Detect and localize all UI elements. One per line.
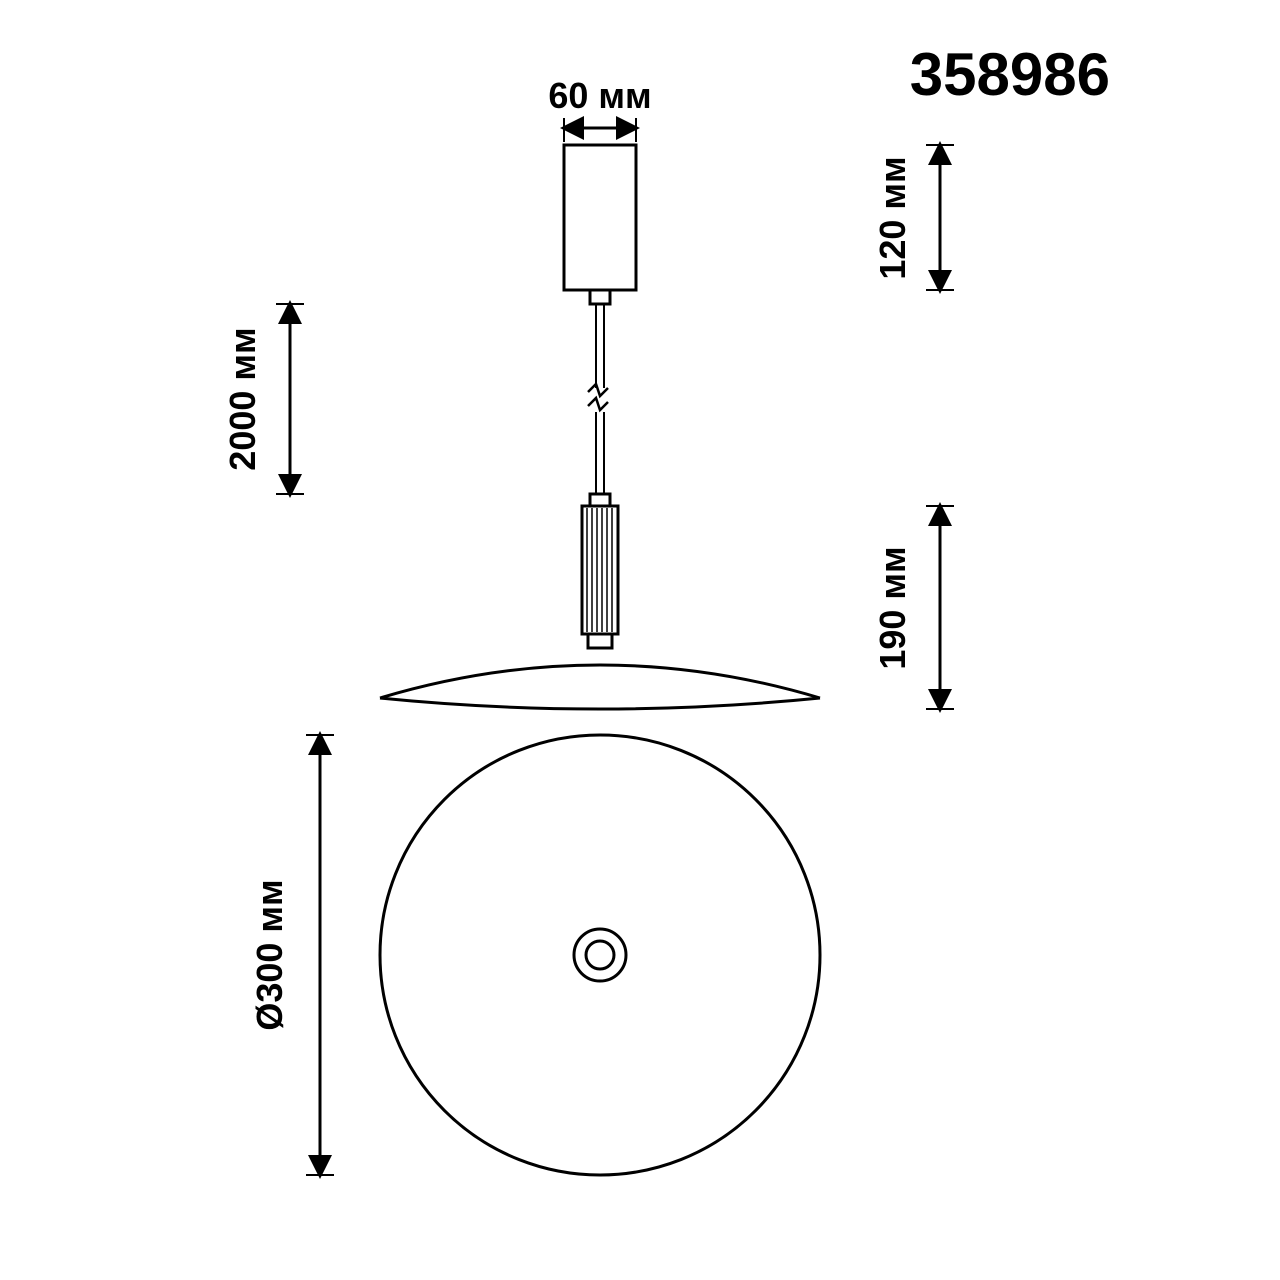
stem-neck — [588, 634, 612, 648]
cable-break-mark — [586, 384, 614, 412]
stem-connector — [590, 494, 610, 506]
center-ring-outer — [574, 929, 626, 981]
center-ring-inner — [586, 941, 614, 969]
dim-diameter-label: Ø300 мм — [249, 879, 290, 1030]
side-view — [380, 145, 820, 709]
dim-canopy-height-label: 120 мм — [872, 156, 913, 279]
top-view — [380, 735, 820, 1175]
shade-outline-circle — [380, 735, 820, 1175]
dim-cable-length-label: 2000 мм — [222, 327, 263, 470]
dim-diameter: Ø300 мм — [249, 735, 334, 1175]
canopy-outline — [564, 145, 636, 290]
dim-lamp-height-label: 190 мм — [872, 546, 913, 669]
dim-cable-length: 2000 мм — [222, 304, 304, 494]
product-code: 358986 — [910, 41, 1110, 108]
dim-canopy-width-label: 60 мм — [548, 75, 651, 116]
dim-canopy-width: 60 мм — [548, 75, 651, 142]
dim-lamp-height: 190 мм — [872, 506, 954, 709]
canopy-connector — [590, 290, 610, 304]
dim-canopy-height: 120 мм — [872, 145, 954, 290]
lamp-shade — [380, 665, 820, 709]
lamp-stem — [582, 506, 618, 634]
